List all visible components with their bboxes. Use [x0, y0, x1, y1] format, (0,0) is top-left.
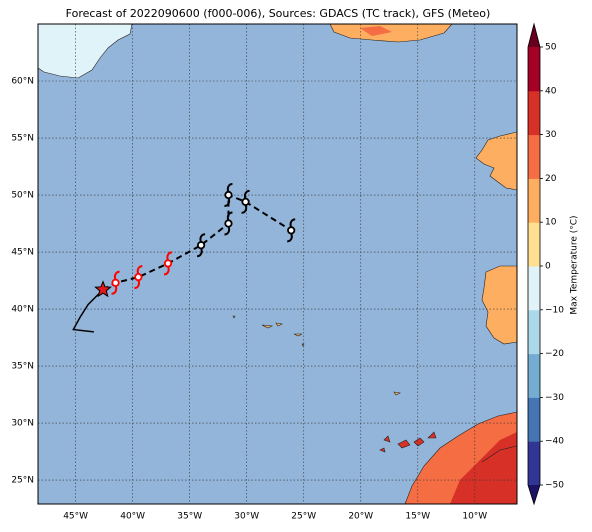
colorbar-tick-label: −20	[545, 349, 564, 359]
greenland	[38, 24, 133, 79]
storm-arm	[111, 285, 118, 295]
storm-arm	[166, 251, 173, 261]
x-tick-label: 40°W	[120, 512, 145, 522]
x-tick-label: 45°W	[63, 512, 88, 522]
storm-eye	[224, 190, 233, 200]
colorbar-tick-label: 10	[545, 218, 557, 228]
border	[481, 445, 517, 463]
forecast-track	[102, 193, 292, 291]
storm-eye	[111, 278, 120, 287]
storm-arm	[163, 266, 170, 276]
y-tick-label: 50°N	[11, 191, 34, 201]
title: Forecast of 2022090600 (f000-006), Sourc…	[66, 7, 491, 20]
storm-eye	[196, 241, 206, 250]
colorbar-segment	[528, 90, 540, 136]
storm-symbol	[163, 251, 173, 276]
storm-eye	[224, 219, 233, 228]
storm-symbol	[287, 218, 296, 243]
storm-eye	[163, 259, 173, 268]
x-tick-label: 35°W	[177, 512, 202, 522]
storm-arm	[224, 197, 231, 208]
storm-symbol	[111, 270, 120, 295]
past-track	[72, 289, 104, 333]
x-tick-label: 20°W	[348, 512, 373, 522]
colorbar-tick-label: −30	[545, 393, 564, 403]
y-tick-label: 60°N	[11, 77, 34, 87]
colorbar-tick-label: 50	[545, 43, 557, 53]
colorbar-tick-label: −40	[545, 437, 564, 447]
storm-arm	[224, 226, 231, 236]
storm-arm	[199, 233, 206, 243]
land	[38, 24, 517, 504]
british-isles	[475, 131, 517, 191]
colorbar-segment	[528, 266, 540, 311]
colorbar: −50 −40 −30 −20 −10 0 10 20 30 40 50	[527, 22, 564, 506]
colorbar-tick-label: 20	[545, 174, 557, 184]
track	[72, 183, 296, 333]
storm-symbol	[196, 233, 206, 258]
colorbar-tick-label: −50	[545, 481, 564, 491]
colorbar-label: Max Temperature (°C)	[570, 215, 580, 314]
y-tick-label: 35°N	[11, 362, 34, 372]
iceland-highland	[360, 26, 392, 36]
y-tick-label: 40°N	[11, 305, 34, 315]
storm-arm	[289, 218, 296, 228]
storm-eye	[134, 273, 143, 282]
y-tick-label: 45°N	[11, 248, 34, 258]
colorbar-tick-label: −10	[545, 305, 564, 315]
storm-arm	[243, 189, 250, 200]
colorbar-segment	[528, 134, 540, 179]
x-tick-label: 15°W	[405, 512, 430, 522]
storm-symbol	[134, 265, 143, 290]
storm-arm	[241, 204, 248, 214]
colorbar-segment	[528, 309, 540, 355]
colorbar-segment	[528, 222, 540, 267]
iberia	[481, 265, 517, 345]
storm-arm	[136, 265, 143, 275]
colorbar-tick-label: 0	[545, 262, 551, 272]
storm-symbol	[224, 211, 233, 236]
colorbar-segment	[528, 353, 540, 398]
storm-arm	[226, 211, 233, 221]
colorbar-segment	[528, 47, 540, 92]
colorbar-segment	[528, 178, 540, 223]
y-tick-label: 55°N	[11, 134, 34, 144]
colorbar-tick-label: 30	[545, 130, 557, 140]
y-tick-label: 30°N	[11, 419, 34, 429]
storm-arm	[196, 247, 203, 258]
colorbar-over	[528, 24, 540, 47]
y-tick-label: 25°N	[11, 476, 34, 486]
storm-arm	[226, 183, 233, 193]
x-tick-label: 10°W	[462, 512, 487, 522]
colorbar-under	[528, 485, 540, 504]
colorbar-tick-label: 40	[545, 86, 557, 96]
storm-arm	[113, 270, 120, 281]
canary-islands	[379, 431, 437, 453]
small-islands	[232, 315, 401, 396]
graticule	[38, 24, 517, 504]
current-position	[94, 280, 112, 298]
storm-arm	[287, 232, 293, 243]
storm-eye	[241, 197, 250, 206]
ocean	[38, 24, 517, 504]
storm-symbol	[224, 183, 233, 208]
storm-arm	[134, 279, 140, 290]
colorbar-segment	[528, 441, 540, 486]
x-tick-label: 25°W	[291, 512, 316, 522]
storm-eye	[287, 226, 296, 235]
colorbar-segment	[528, 397, 540, 442]
map-frame	[37, 23, 518, 505]
storm-symbol	[241, 189, 250, 214]
x-tick-label: 30°W	[234, 512, 259, 522]
